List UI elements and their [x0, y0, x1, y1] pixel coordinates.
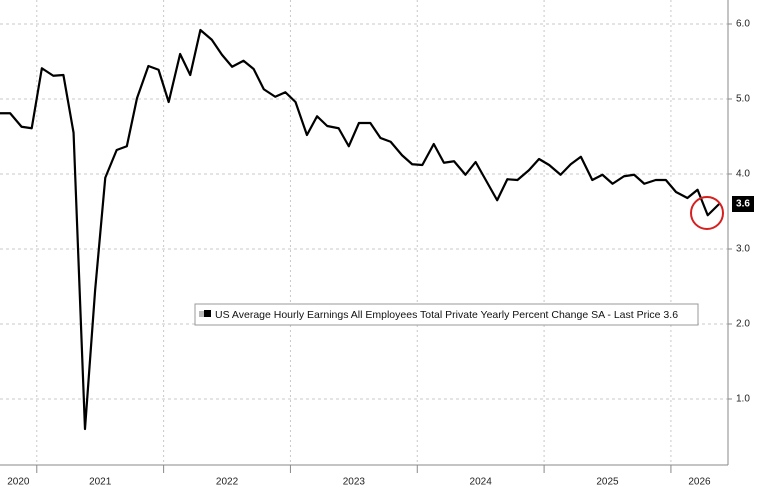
y-tick-label: 2.0: [736, 319, 750, 330]
x-tick-label: 2023: [343, 477, 366, 488]
legend-swatch: [204, 310, 211, 317]
legend-icon-back: [199, 311, 205, 317]
x-tick-label: 2022: [216, 477, 239, 488]
x-tick-label: 2026: [688, 477, 711, 488]
highlight-circle: [690, 196, 724, 230]
plot-area: [0, 28, 720, 431]
series-line: [0, 28, 720, 431]
legend: US Average Hourly Earnings All Employees…: [194, 303, 699, 326]
last-price-label: 3.6: [736, 199, 750, 210]
x-tick-label: 2020: [7, 477, 30, 488]
y-tick-label: 5.0: [736, 94, 750, 105]
x-tick-label: 2024: [470, 477, 493, 488]
legend-box: [194, 303, 699, 326]
x-tick-label: 2021: [89, 477, 112, 488]
legend-label: US Average Hourly Earnings All Employees…: [215, 309, 678, 321]
last-price-box: [732, 196, 754, 212]
y-tick-label: 4.0: [736, 169, 750, 180]
y-tick-label: 3.0: [736, 244, 750, 255]
x-tick-label: 2025: [596, 477, 619, 488]
y-tick-label: 1.0: [736, 394, 750, 405]
y-tick-label: 6.0: [736, 19, 750, 30]
